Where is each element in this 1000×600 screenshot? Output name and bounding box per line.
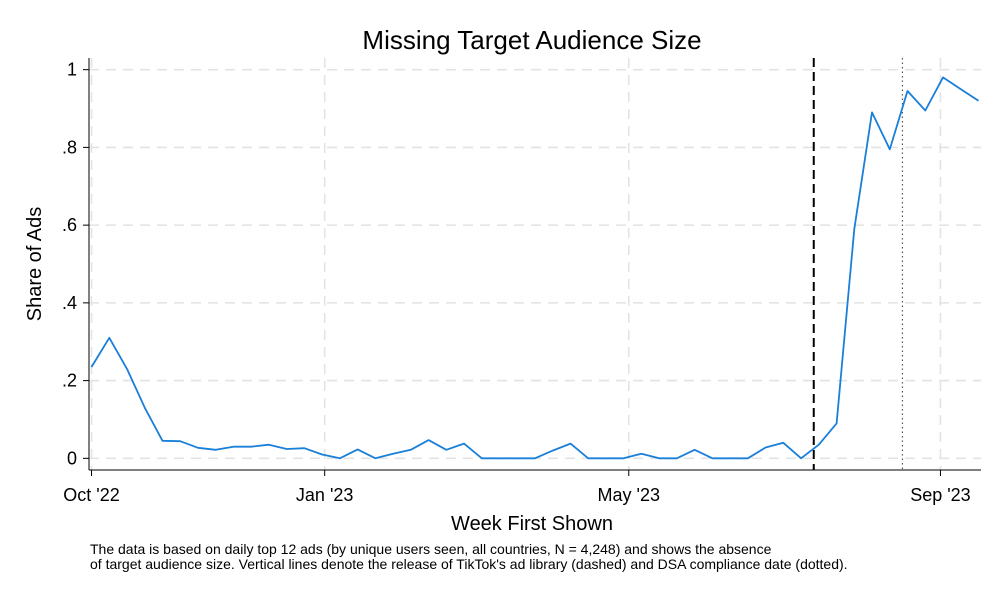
chart-title: Missing Target Audience Size [362, 25, 701, 55]
y-tick-label: .6 [62, 215, 77, 235]
axes: 0 .2 .4 .6 .8 1 Oct '22 Jan '23 May '23 Sep '23 [62, 58, 981, 505]
x-tick-label: Oct '22 [63, 485, 119, 505]
y-tick-label: .4 [62, 293, 77, 313]
footnote-line-1: The data is based on daily top 12 ads (b… [90, 541, 772, 557]
x-tick-label: Jan '23 [296, 485, 353, 505]
x-tick-label: May '23 [598, 485, 660, 505]
footnote-line-2: of target audience size. Vertical lines … [90, 556, 848, 572]
gridlines [89, 58, 981, 470]
y-tick-label: .8 [62, 137, 77, 157]
y-tick-label: 1 [67, 60, 77, 80]
line-chart: Missing Target Audience Size 0 .2 .4 .6 .8 1 O… [24, 25, 981, 535]
series-layer [90, 76, 979, 460]
series-line [90, 76, 979, 460]
y-tick-label: .2 [62, 371, 77, 391]
y-axis-label: Share of Ads [24, 207, 46, 322]
footnote: The data is based on daily top 12 ads (b… [90, 542, 990, 572]
y-tick-label: 0 [67, 448, 77, 468]
x-tick-label: Sep '23 [910, 485, 971, 505]
event-lines [812, 58, 904, 470]
x-axis-label: Week First Shown [451, 513, 613, 535]
